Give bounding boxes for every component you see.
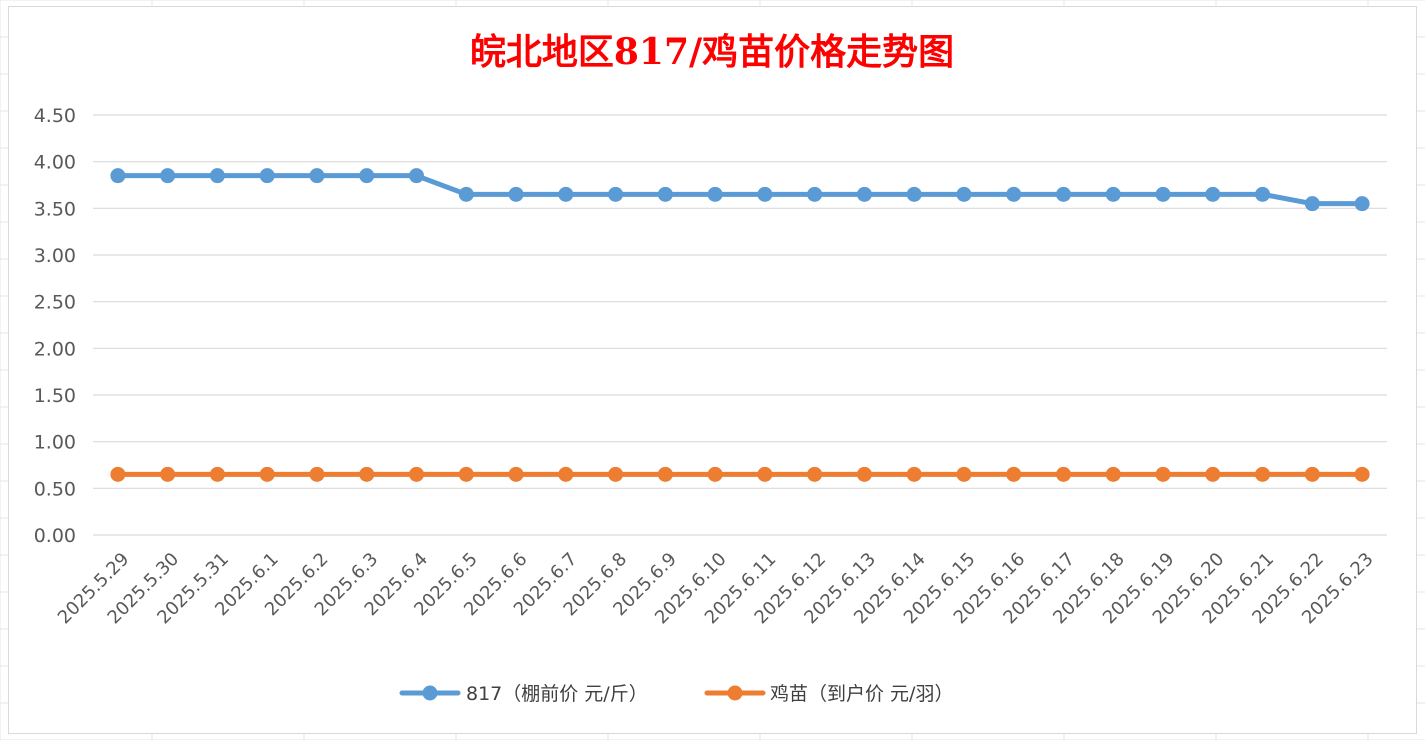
legend-label: 鸡苗（到户价 元/羽） [770, 683, 953, 705]
data-point[interactable] [956, 466, 972, 482]
data-point[interactable] [657, 466, 673, 482]
data-point[interactable] [956, 186, 972, 202]
data-point[interactable] [1205, 466, 1221, 482]
chart-title: 皖北地区817/鸡苗价格走势图 [470, 31, 954, 73]
data-point[interactable] [558, 186, 574, 202]
data-point[interactable] [160, 168, 176, 184]
data-point[interactable] [1255, 466, 1271, 482]
data-point[interactable] [608, 466, 624, 482]
legend-item[interactable]: 鸡苗（到户价 元/羽） [704, 683, 953, 705]
data-point[interactable] [209, 168, 225, 184]
data-point[interactable] [409, 466, 424, 482]
legend-marker [422, 685, 438, 701]
data-point[interactable] [558, 466, 574, 482]
data-point[interactable] [1006, 466, 1022, 482]
data-point[interactable] [1304, 196, 1320, 212]
x-axis-ticks: 2025.5.292025.5.302025.5.312025.6.12025.… [54, 549, 1378, 629]
y-gridlines [93, 114, 1387, 536]
data-point[interactable] [508, 466, 524, 482]
data-point[interactable] [1255, 186, 1271, 202]
data-point[interactable] [160, 466, 176, 482]
y-tick-label: 2.50 [34, 292, 76, 314]
data-point[interactable] [209, 466, 225, 482]
data-point[interactable] [359, 466, 375, 482]
data-point[interactable] [856, 186, 872, 202]
y-tick-label: 2.00 [34, 338, 76, 360]
data-point[interactable] [110, 466, 126, 482]
legend-label: 817（棚前价 元/斤） [466, 683, 648, 705]
data-point[interactable] [1205, 186, 1221, 202]
data-point[interactable] [906, 186, 922, 202]
data-point[interactable] [757, 186, 773, 202]
y-tick-label: 0.00 [34, 525, 76, 547]
y-tick-label: 3.00 [34, 245, 76, 267]
legend-marker [727, 685, 743, 701]
y-tick-label: 4.00 [34, 152, 76, 174]
y-tick-label: 1.00 [34, 432, 76, 454]
series-chick [110, 466, 1370, 482]
data-point[interactable] [359, 168, 375, 184]
data-point[interactable] [1056, 466, 1071, 482]
data-point[interactable] [458, 466, 474, 482]
data-point[interactable] [309, 168, 325, 184]
data-point[interactable] [1105, 466, 1121, 482]
data-point[interactable] [807, 466, 823, 482]
legend-item[interactable]: 817（棚前价 元/斤） [399, 683, 648, 705]
data-point[interactable] [906, 466, 922, 482]
y-tick-label: 4.50 [34, 105, 76, 127]
data-point[interactable] [409, 168, 424, 184]
data-point[interactable] [259, 168, 275, 184]
data-point[interactable] [1155, 186, 1171, 202]
data-point[interactable] [458, 186, 474, 202]
y-tick-label: 3.50 [34, 198, 76, 220]
data-point[interactable] [1105, 186, 1121, 202]
data-point[interactable] [608, 186, 624, 202]
legend: 817（棚前价 元/斤） 鸡苗（到户价 元/羽） [399, 683, 953, 705]
data-point[interactable] [508, 186, 524, 202]
data-point[interactable] [1155, 466, 1171, 482]
data-point[interactable] [1056, 186, 1071, 202]
series-817 [110, 168, 1370, 212]
series-line [115, 173, 1365, 207]
data-point[interactable] [1304, 466, 1320, 482]
data-point[interactable] [110, 168, 126, 184]
data-point[interactable] [309, 466, 325, 482]
data-point[interactable] [1354, 196, 1370, 212]
y-tick-label: 1.50 [34, 385, 76, 407]
data-point[interactable] [1006, 186, 1022, 202]
data-point[interactable] [707, 186, 723, 202]
data-point[interactable] [807, 186, 823, 202]
data-point[interactable] [259, 466, 275, 482]
data-point[interactable] [657, 186, 673, 202]
y-tick-label: 0.50 [34, 478, 76, 500]
chart-frame[interactable] [8, 6, 1417, 734]
data-point[interactable] [757, 466, 773, 482]
series-layer [110, 168, 1370, 482]
data-point[interactable] [856, 466, 872, 482]
y-axis-ticks: 0.00 0.50 1.00 1.50 2.00 2.50 3.00 3.50 4.00 4.50 [34, 105, 76, 547]
data-point[interactable] [707, 466, 723, 482]
data-point[interactable] [1354, 466, 1370, 482]
